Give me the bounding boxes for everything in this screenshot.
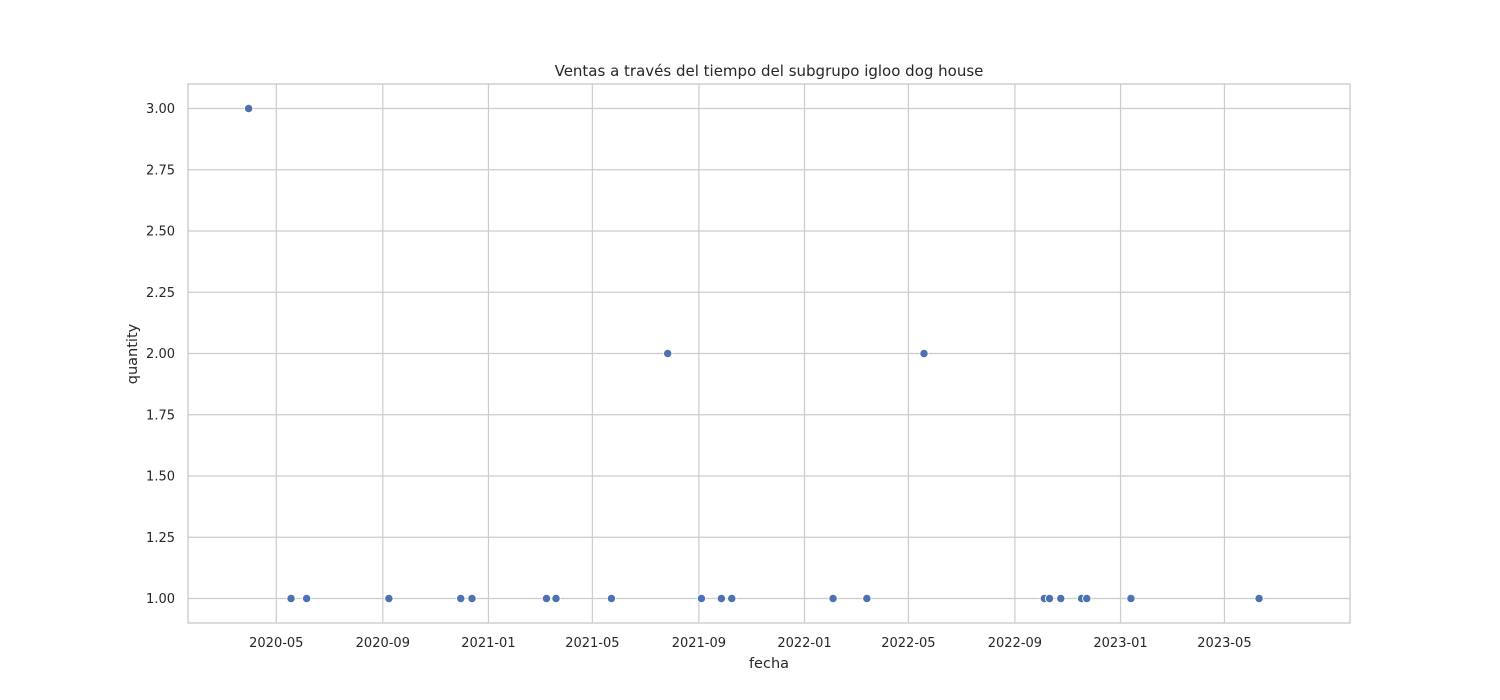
x-tick-label: 2023-01 bbox=[1093, 636, 1147, 651]
x-tick-label: 2022-01 bbox=[777, 636, 831, 651]
data-point bbox=[696, 593, 707, 604]
plot-area-frame bbox=[187, 83, 1351, 624]
data-point bbox=[243, 103, 254, 114]
y-tick-label: 1.25 bbox=[146, 531, 175, 546]
x-tick-label: 2020-09 bbox=[356, 636, 410, 651]
x-tick-label: 2021-05 bbox=[565, 636, 619, 651]
y-tick-label: 1.75 bbox=[146, 408, 175, 423]
y-tick-label: 2.50 bbox=[146, 225, 175, 240]
data-points bbox=[243, 103, 1264, 604]
data-point bbox=[919, 348, 929, 359]
data-point bbox=[1056, 593, 1066, 604]
y-tick-label: 2.00 bbox=[146, 347, 175, 362]
data-point bbox=[663, 348, 673, 359]
x-tick-label: 2022-05 bbox=[881, 636, 935, 651]
y-tick-label: 1.00 bbox=[146, 592, 175, 607]
data-point bbox=[286, 593, 296, 604]
data-point bbox=[456, 593, 466, 604]
data-point bbox=[828, 593, 838, 604]
chart-title: Ventas a través del tiempo del subgrupo … bbox=[555, 62, 984, 80]
grid bbox=[188, 84, 1350, 623]
data-point bbox=[1126, 593, 1136, 604]
data-point bbox=[301, 593, 312, 604]
x-axis-label: fecha bbox=[749, 656, 789, 672]
x-tick-label: 2020-05 bbox=[249, 636, 303, 651]
y-tick-label: 1.50 bbox=[146, 470, 175, 485]
data-point bbox=[384, 593, 394, 604]
x-tick-label: 2023-05 bbox=[1197, 636, 1251, 651]
data-point bbox=[606, 593, 617, 604]
data-point bbox=[862, 593, 872, 604]
data-point bbox=[1044, 593, 1055, 604]
data-point bbox=[727, 593, 737, 604]
data-point bbox=[541, 593, 552, 604]
y-tick-label: 2.25 bbox=[146, 286, 175, 301]
data-point bbox=[1082, 593, 1092, 604]
y-tick-label: 3.00 bbox=[146, 102, 175, 117]
x-tick-label: 2022-09 bbox=[988, 636, 1042, 651]
data-point bbox=[467, 593, 477, 604]
y-axis-label: quantity bbox=[125, 323, 141, 384]
data-point bbox=[716, 593, 727, 604]
y-tick-label: 2.75 bbox=[146, 163, 175, 178]
data-point bbox=[1254, 593, 1264, 604]
x-tick-label: 2021-01 bbox=[461, 636, 515, 651]
data-point bbox=[551, 593, 561, 604]
y-tick-labels: 1.00 1.25 1.50 1.75 2.00 2.25 2.50 2.75 3.00 bbox=[146, 102, 175, 607]
x-tick-labels: 2020-05 2020-09 2021-01 2021-05 2021-09 2022-… bbox=[249, 636, 1251, 651]
x-tick-label: 2021-09 bbox=[672, 636, 726, 651]
